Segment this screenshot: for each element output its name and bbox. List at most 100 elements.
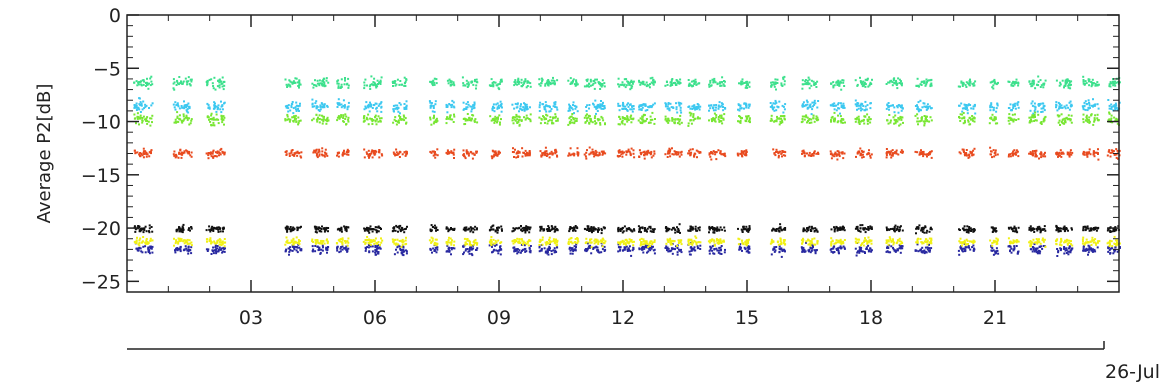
data-point [343, 247, 346, 250]
data-point [294, 114, 297, 117]
data-point [770, 83, 773, 86]
data-point [870, 226, 873, 229]
data-point [604, 152, 607, 155]
data-point [1116, 122, 1119, 125]
data-point [860, 102, 863, 105]
data-point [891, 104, 894, 107]
data-point [916, 113, 919, 116]
data-point [207, 157, 210, 160]
data-point [926, 155, 928, 158]
data-point [640, 231, 642, 234]
data-point [973, 103, 976, 106]
data-point [744, 228, 747, 230]
data-point [623, 117, 626, 119]
data-point [783, 108, 786, 111]
data-point [138, 225, 141, 228]
data-point [525, 117, 528, 120]
data-point [772, 148, 775, 151]
data-point [546, 80, 549, 83]
data-point [860, 109, 862, 112]
data-point [622, 230, 625, 233]
data-point [491, 107, 494, 110]
data-point [1011, 109, 1013, 111]
data-point [175, 84, 178, 86]
data-point [691, 85, 694, 88]
data-point [720, 104, 723, 107]
data-point [432, 154, 435, 157]
data-point [371, 107, 374, 109]
data-point [1086, 227, 1089, 230]
data-point [620, 153, 623, 156]
data-point [538, 246, 541, 249]
data-point [973, 120, 976, 123]
data-point [649, 118, 652, 121]
data-point [339, 247, 342, 250]
data-point [647, 149, 650, 152]
data-point [212, 230, 215, 232]
data-point [961, 113, 964, 116]
data-point [518, 81, 521, 83]
data-point [1059, 149, 1062, 152]
data-point [586, 84, 589, 87]
data-point [813, 120, 816, 123]
data-point [670, 84, 672, 87]
data-point [321, 103, 324, 106]
data-point [285, 248, 288, 251]
data-point [594, 78, 597, 81]
data-point [592, 82, 595, 85]
data-point [342, 117, 345, 119]
data-point [691, 228, 694, 231]
data-point [842, 105, 845, 108]
data-point [465, 152, 468, 155]
data-point [600, 107, 603, 110]
data-point [179, 152, 182, 155]
data-point [886, 151, 889, 154]
data-point [395, 123, 398, 126]
data-point [972, 82, 975, 85]
data-point [989, 117, 992, 120]
data-point [366, 152, 369, 155]
data-point [887, 122, 890, 125]
data-point [687, 124, 690, 127]
data-point [568, 121, 571, 124]
data-point [1084, 82, 1086, 85]
data-point [675, 245, 677, 248]
data-point [643, 120, 646, 123]
data-point [720, 102, 723, 105]
data-point [190, 118, 193, 121]
data-point [323, 154, 325, 157]
data-point [206, 84, 209, 87]
data-point [869, 156, 872, 159]
data-point [899, 151, 902, 154]
data-point [1036, 229, 1039, 232]
data-point [626, 248, 629, 251]
data-point [1082, 75, 1085, 78]
data-point [175, 229, 178, 232]
data-point [928, 230, 931, 233]
data-point [575, 79, 578, 82]
data-point [320, 248, 323, 251]
data-point [858, 230, 861, 232]
data-point [217, 104, 220, 107]
data-point [834, 227, 837, 230]
data-point [465, 106, 468, 109]
data-point [1030, 153, 1032, 155]
data-point [186, 118, 189, 121]
data-point [174, 118, 177, 121]
data-point [621, 120, 623, 123]
data-point [468, 116, 471, 119]
data-point [1007, 155, 1010, 158]
data-point [176, 111, 179, 114]
data-point [500, 225, 503, 228]
data-point [924, 115, 927, 118]
data-point [569, 109, 572, 112]
data-point [1011, 82, 1014, 85]
data-point [298, 246, 301, 249]
data-point [318, 82, 321, 85]
data-point [392, 151, 395, 154]
data-point [652, 81, 655, 84]
data-point [133, 81, 136, 84]
data-point [470, 151, 473, 154]
data-point [343, 105, 346, 108]
data-point [398, 245, 401, 248]
